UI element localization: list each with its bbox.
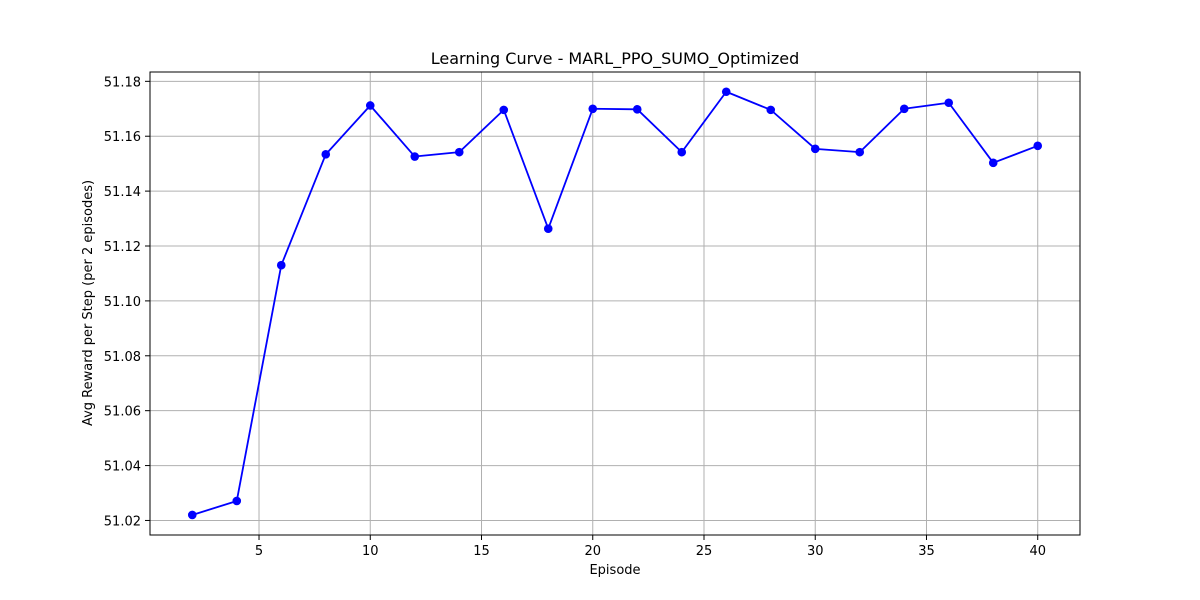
y-tick-label: 51.14 (104, 185, 141, 200)
data-point (276, 260, 286, 270)
y-tick-label: 51.10 (104, 295, 141, 310)
data-point (187, 510, 197, 520)
x-tick-label: 5 (255, 544, 263, 559)
data-point (810, 144, 820, 154)
data-point (588, 104, 598, 114)
x-axis-label: Episode (589, 563, 640, 578)
data-point (944, 98, 954, 108)
x-tick-label: 20 (584, 544, 601, 559)
x-tick-label: 25 (696, 544, 713, 559)
data-point (855, 147, 865, 157)
x-tick-label: 30 (807, 544, 824, 559)
data-point (677, 147, 687, 157)
y-tick-label: 51.08 (104, 350, 141, 365)
y-tick-label: 51.18 (104, 75, 141, 90)
chart-title: Learning Curve - MARL_PPO_SUMO_Optimized (431, 49, 800, 69)
y-axis-label: Avg Reward per Step (per 2 episodes) (81, 180, 96, 426)
data-point (988, 158, 998, 168)
data-point (321, 150, 331, 159)
x-tick-label: 15 (473, 544, 490, 559)
data-point (365, 101, 375, 110)
y-tick-label: 51.02 (104, 514, 141, 529)
data-point (632, 105, 642, 114)
data-point (499, 105, 509, 115)
data-point (232, 496, 242, 506)
data-point (454, 147, 464, 157)
plot-area-frame (149, 71, 1081, 536)
data-point (410, 152, 420, 161)
y-tick-label: 51.04 (104, 460, 141, 475)
axis-ticks: 5 10 15 20 25 30 35 40 51.02 51.04 51.06 51.08 51.10… (104, 75, 1046, 559)
x-tick-label: 35 (918, 544, 935, 559)
y-tick-label: 51.06 (104, 405, 141, 420)
x-tick-label: 40 (1029, 544, 1046, 559)
data-point (543, 224, 553, 234)
data-point (899, 104, 909, 114)
y-tick-label: 51.12 (104, 240, 141, 255)
data-point (721, 87, 731, 97)
y-tick-label: 51.16 (104, 130, 141, 145)
x-tick-label: 10 (362, 544, 379, 559)
series-line-group (187, 87, 1043, 520)
data-point (1033, 141, 1043, 151)
data-point (766, 105, 776, 115)
series-line (191, 90, 1039, 516)
